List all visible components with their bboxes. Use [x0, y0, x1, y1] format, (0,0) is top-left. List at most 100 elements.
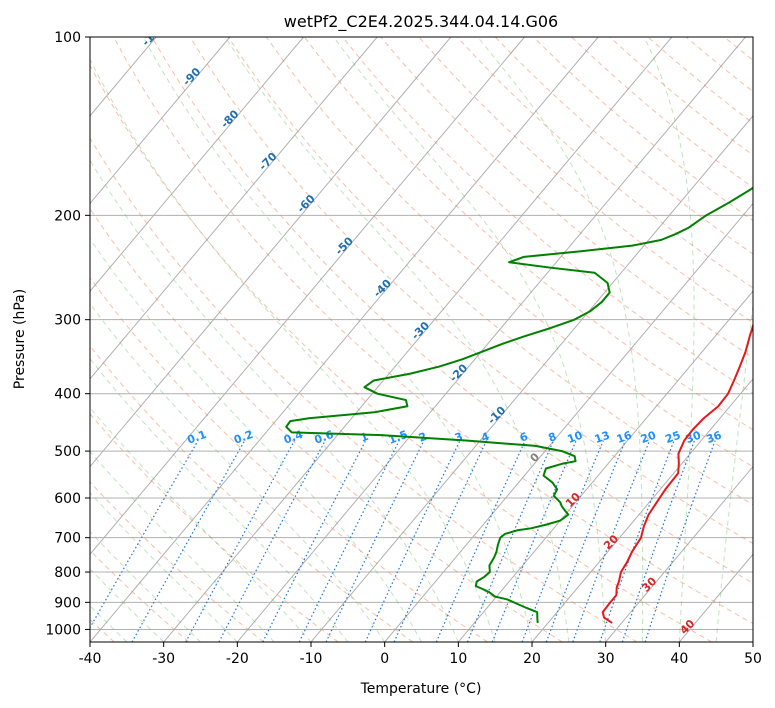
y-tick-label: 700 — [54, 531, 81, 547]
x-tick-label: 0 — [380, 651, 389, 667]
mixing-ratio-lines — [90, 440, 716, 642]
isotherm-line — [90, 37, 231, 205]
dry-adiabat — [456, 37, 753, 289]
mixing-ratio-line — [325, 440, 425, 642]
dry-adiabat — [90, 345, 414, 642]
x-tick-label: -30 — [152, 651, 175, 667]
isotherm-line — [384, 202, 753, 642]
mixing-ratio-labels: 0.1 0.2 0.4 0.6 1 1.5 2 3 4 6 8 10 13 16 20 25 30 36 — [185, 428, 723, 447]
isotherm-line — [90, 37, 304, 292]
isotherm-line — [0, 37, 9, 642]
mixing-ratio-line — [185, 440, 296, 642]
plot-frame — [89, 36, 754, 643]
y-axis-label: Pressure (hPa) — [12, 289, 28, 389]
x-axis: -40 -30 -20 -10 0 10 20 30 40 50 — [79, 642, 762, 667]
y-tick-label: 100 — [54, 30, 81, 46]
mixing-ratio-label: 3 — [453, 430, 465, 445]
mixing-ratio-line — [466, 440, 555, 642]
x-tick-label: 30 — [597, 651, 615, 667]
y-tick-label: 800 — [54, 565, 81, 581]
moist-adiabat — [90, 450, 275, 642]
moist-adiabat — [715, 300, 753, 642]
isotherm-line — [90, 37, 452, 468]
moist-adiabat — [643, 37, 695, 642]
mixing-ratio-line — [90, 440, 199, 629]
mixing-ratio-label: 1.5 — [387, 428, 410, 447]
y-tick-label: 900 — [54, 595, 81, 611]
mixing-ratio-label: 16 — [615, 428, 634, 446]
dry-adiabat — [90, 207, 563, 642]
moist-adiabat — [90, 58, 496, 642]
temperature-line — [601, 322, 753, 624]
dry-adiabat — [342, 37, 753, 394]
mixing-ratio-label: 6 — [518, 430, 530, 445]
mixing-ratio-label: 30 — [684, 428, 703, 446]
pressure-gridlines — [90, 37, 753, 630]
mixing-ratio-label: 13 — [593, 429, 612, 446]
mixing-ratio-line — [435, 440, 526, 642]
moist-adiabat — [90, 159, 459, 642]
isotherm-line — [605, 465, 753, 642]
isotherm-line — [531, 378, 753, 642]
isotherm-lines — [0, 37, 753, 642]
moist-adiabat — [333, 37, 607, 642]
mixing-ratio-label: 4 — [479, 430, 491, 445]
mixing-ratio-line — [298, 440, 400, 642]
mixing-ratio-line — [621, 440, 696, 642]
isotherm-line — [163, 37, 673, 642]
mixing-ratio-label: 0.1 — [185, 428, 208, 447]
dry-adiabat — [113, 37, 753, 625]
y-tick-label: 1000 — [45, 622, 81, 638]
x-tick-label: 50 — [744, 651, 762, 667]
moist-adiabat — [142, 37, 533, 642]
x-tick-label: 40 — [670, 651, 688, 667]
dry-adiabat — [189, 37, 753, 545]
plot-area: -100-90-80-70-60-50-40-30-20-10010203040… — [0, 37, 753, 642]
dry-adiabat — [90, 481, 264, 642]
y-tick-label: 200 — [54, 208, 81, 224]
isotherm-line — [90, 37, 599, 642]
mixing-ratio-line — [393, 440, 488, 642]
mixing-ratio-label: 0.2 — [232, 428, 255, 447]
mixing-ratio-label: 20 — [639, 428, 658, 446]
moist-adiabat — [90, 238, 422, 642]
dry-adiabat — [380, 37, 753, 359]
mixing-ratio-label: 1 — [359, 430, 371, 445]
moist-adiabat — [224, 37, 570, 642]
chart-title: wetPf2_C2E4.2025.344.04.14.G06 — [284, 12, 558, 32]
y-tick-label: 500 — [54, 444, 81, 460]
moist-adiabats — [90, 37, 753, 642]
isotherm-line — [236, 37, 746, 642]
y-tick-label: 300 — [54, 313, 81, 329]
x-tick-label: 10 — [449, 651, 467, 667]
x-tick-label: -20 — [226, 651, 249, 667]
y-axis: 100 200 300 400 500 600 700 800 900 1000 — [45, 30, 90, 638]
isotherm-line — [457, 290, 753, 642]
mixing-ratio-label: 8 — [547, 430, 559, 445]
x-tick-label: -40 — [79, 651, 102, 667]
profile-series — [285, 186, 753, 624]
moist-adiabat — [90, 358, 349, 642]
dry-adiabat — [90, 64, 712, 642]
dry-adiabat — [90, 413, 339, 642]
mixing-ratio-line — [599, 440, 675, 642]
mixing-ratio-line — [131, 440, 246, 642]
dry-adiabat — [265, 37, 753, 468]
dry-adiabat — [151, 37, 753, 584]
isotherm-line — [90, 37, 525, 556]
moist-adiabat — [90, 568, 165, 642]
isotherm-line — [90, 37, 378, 380]
dry-adiabats — [90, 37, 753, 642]
moist-adiabat — [477, 37, 644, 642]
mixing-ratio-label: 10 — [566, 428, 585, 446]
x-tick-label: 20 — [523, 651, 541, 667]
isotherm-line — [310, 115, 753, 642]
dry-adiabat — [90, 276, 488, 642]
dry-adiabat — [90, 549, 190, 642]
y-tick-label: 600 — [54, 491, 81, 507]
y-tick-label: 400 — [54, 387, 81, 403]
x-axis-label: Temperature (°C) — [360, 681, 482, 697]
plot-background — [90, 37, 753, 642]
isotherm-line — [752, 641, 753, 642]
